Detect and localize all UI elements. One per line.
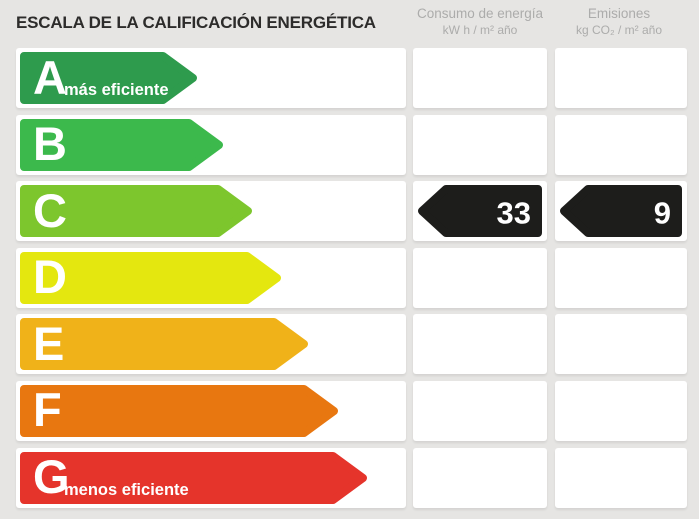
consumo-value-cell	[413, 380, 547, 441]
badge-arrow-icon	[560, 185, 682, 238]
consumo-value-cell	[413, 314, 547, 375]
emisiones-label: Emisiones	[587, 6, 651, 21]
consumo-value-cell	[413, 114, 547, 175]
scale-cell: F	[16, 380, 406, 441]
rating-letter: B	[33, 117, 67, 171]
consumo-label: Consumo de energía	[416, 6, 544, 21]
rating-arrow-shape	[20, 318, 308, 371]
rating-arrow-shape	[20, 118, 223, 171]
column-header-emisiones: Emisiones kg CO₂ / m² año	[549, 5, 689, 38]
rating-row-b: B	[16, 114, 687, 175]
rating-note: más eficiente	[64, 81, 169, 99]
page-title: ESCALA DE LA CALIFICACIÓN ENERGÉTICA	[16, 13, 376, 32]
emisiones-units: kg CO₂ / m² año	[575, 22, 662, 37]
badge-value: 9	[653, 195, 671, 231]
rating-letter: A	[33, 50, 67, 104]
value-badge: 33	[418, 185, 542, 238]
badge-arrow-icon	[418, 185, 542, 238]
rating-arrow-shape	[20, 185, 252, 238]
rating-rows: A más eficiente B C 33	[16, 48, 687, 514]
rating-row-e: E	[16, 314, 687, 375]
rating-letter: G	[33, 450, 70, 504]
rating-arrow-shape	[20, 451, 367, 504]
consumo-value-cell	[413, 447, 547, 508]
emisiones-value-cell	[555, 314, 687, 375]
rating-row-f: F	[16, 380, 687, 441]
rating-letter: E	[33, 316, 65, 370]
rating-row-d: D	[16, 247, 687, 308]
column-header-consumo: Consumo de energía kW h / m² año	[411, 5, 549, 38]
consumo-units: kW h / m² año	[442, 22, 518, 37]
emisiones-value-cell: 9	[555, 181, 687, 242]
scale-cell: A más eficiente	[16, 48, 406, 108]
rating-arrow-shape	[20, 52, 197, 104]
emisiones-value-cell	[555, 447, 687, 508]
consumo-value-cell	[413, 48, 547, 108]
badge-value: 33	[496, 195, 531, 231]
emisiones-value-cell	[555, 48, 687, 108]
rating-arrow-shape	[20, 384, 338, 437]
emisiones-value-cell	[555, 247, 687, 308]
rating-row-c: C 33 9	[16, 181, 687, 242]
scale-cell: D	[16, 247, 406, 308]
scale-cell: B	[16, 114, 406, 175]
consumo-value-cell: 33	[413, 181, 547, 242]
rating-letter: F	[33, 383, 62, 437]
consumo-value-cell	[413, 247, 547, 308]
rating-row-g: G menos eficiente	[16, 447, 687, 508]
value-badge: 9	[560, 185, 682, 238]
emisiones-value-cell	[555, 114, 687, 175]
rating-note: menos eficiente	[64, 480, 189, 499]
scale-cell: C	[16, 181, 406, 242]
emisiones-value-cell	[555, 380, 687, 441]
rating-letter: D	[33, 250, 67, 304]
rating-row-a: A más eficiente	[16, 48, 687, 108]
rating-arrow-shape	[20, 251, 281, 304]
rating-letter: C	[33, 183, 67, 237]
scale-cell: E	[16, 314, 406, 375]
scale-cell: G menos eficiente	[16, 447, 406, 508]
